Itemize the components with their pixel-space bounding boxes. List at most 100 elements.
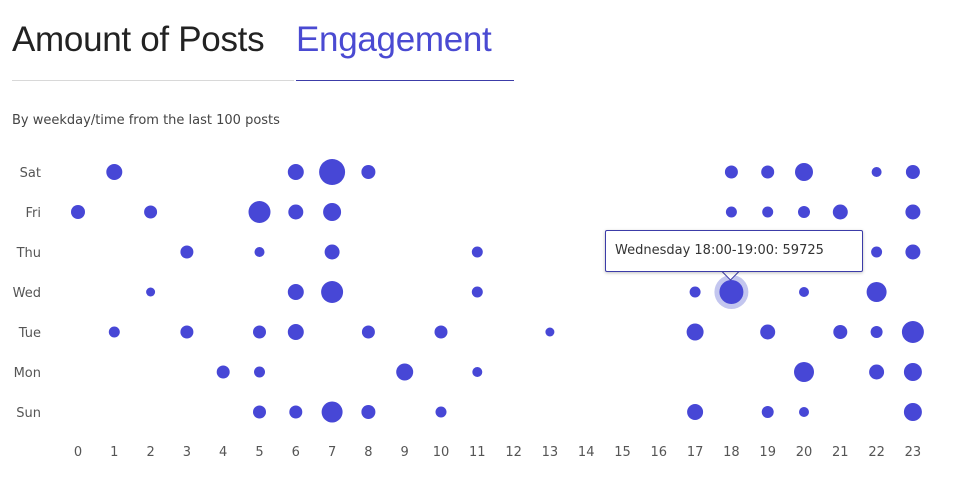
x-tick-label-22: 22 (868, 445, 885, 460)
x-tick-label-8: 8 (364, 445, 372, 460)
data-point-mon-9[interactable] (396, 363, 414, 381)
data-point-tue-23[interactable] (901, 321, 924, 343)
data-point-wed-17[interactable] (689, 286, 701, 298)
data-point-sun-8[interactable] (361, 405, 376, 419)
data-point-thu-3[interactable] (180, 245, 194, 259)
data-point-sun-7[interactable] (321, 401, 343, 423)
x-tick-label-4: 4 (219, 445, 227, 460)
data-point-sun-20[interactable] (799, 407, 809, 417)
data-point-mon-11[interactable] (472, 367, 483, 377)
data-point-tue-13[interactable] (545, 327, 555, 337)
x-tick-label-17: 17 (687, 445, 704, 460)
x-tick-label-21: 21 (832, 445, 849, 460)
data-point-thu-7[interactable] (324, 244, 340, 260)
data-point-sat-7[interactable] (319, 159, 346, 185)
y-tick-label-wed: Wed (13, 286, 41, 301)
x-tick-label-10: 10 (433, 445, 450, 460)
data-point-tue-10[interactable] (434, 325, 448, 339)
data-point-wed-6[interactable] (287, 284, 304, 300)
chart-subtitle: By weekday/time from the last 100 posts (12, 113, 280, 128)
data-point-sat-22[interactable] (871, 167, 882, 177)
data-point-tue-3[interactable] (180, 325, 194, 339)
data-point-sun-23[interactable] (903, 403, 922, 421)
data-point-tue-1[interactable] (108, 326, 120, 338)
data-point-thu-11[interactable] (471, 246, 483, 258)
y-tick-label-mon: Mon (14, 366, 41, 381)
x-tick-label-11: 11 (469, 445, 486, 460)
data-point-mon-22[interactable] (869, 364, 885, 380)
data-point-wed-22[interactable] (866, 282, 887, 302)
data-point-mon-20[interactable] (794, 362, 814, 382)
data-point-wed-20[interactable] (799, 287, 809, 297)
data-point-mon-23[interactable] (903, 363, 922, 381)
tab-engagement[interactable]: Engagement (296, 20, 492, 59)
x-tick-label-23: 23 (905, 445, 922, 460)
data-point-sun-6[interactable] (289, 405, 303, 419)
data-point-tue-5[interactable] (253, 325, 266, 339)
data-point-sun-5[interactable] (253, 405, 266, 419)
data-point-mon-5[interactable] (254, 366, 265, 378)
data-point-fri-19[interactable] (762, 206, 774, 218)
data-point-fri-7[interactable] (323, 203, 342, 221)
data-point-fri-5[interactable] (248, 201, 271, 223)
data-point-tue-6[interactable] (287, 324, 304, 340)
x-tick-label-12: 12 (505, 445, 522, 460)
data-point-sun-17[interactable] (687, 404, 704, 420)
x-tick-label-1: 1 (110, 445, 118, 460)
data-point-wed-18[interactable] (719, 280, 744, 304)
data-point-tue-22[interactable] (870, 326, 883, 338)
data-point-thu-22[interactable] (871, 246, 883, 258)
x-tick-label-9: 9 (401, 445, 409, 460)
tab-underline-inactive (12, 80, 294, 81)
data-point-fri-0[interactable] (71, 205, 85, 219)
x-tick-label-14: 14 (578, 445, 595, 460)
data-point-sat-20[interactable] (795, 163, 813, 181)
x-tick-label-16: 16 (651, 445, 668, 460)
data-point-thu-23[interactable] (905, 244, 921, 260)
y-tick-label-tue: Tue (18, 326, 41, 341)
x-tick-label-13: 13 (542, 445, 559, 460)
data-point-tue-8[interactable] (361, 325, 375, 339)
data-point-sat-18[interactable] (724, 165, 738, 179)
data-point-sun-19[interactable] (761, 406, 774, 418)
data-point-tue-17[interactable] (686, 323, 704, 341)
data-point-wed-7[interactable] (321, 281, 344, 303)
data-point-sat-19[interactable] (761, 165, 775, 179)
data-point-fri-23[interactable] (905, 204, 921, 220)
tab-bar: Amount of Posts Engagement (0, 0, 954, 82)
x-tick-label-0: 0 (74, 445, 82, 460)
y-axis-labels: Sun Mon Tue Wed Thu Fri Sat (13, 166, 41, 421)
data-point-mon-4[interactable] (216, 365, 230, 379)
data-point-tue-19[interactable] (760, 324, 776, 340)
y-tick-label-sat: Sat (20, 166, 41, 181)
data-point-wed-11[interactable] (471, 286, 483, 298)
data-point-tue-21[interactable] (833, 325, 848, 339)
data-point-sun-10[interactable] (435, 406, 447, 418)
tooltip: Wednesday 18:00-19:00: 59725 (605, 230, 863, 272)
data-point-fri-2[interactable] (144, 205, 158, 219)
x-tick-label-18: 18 (723, 445, 740, 460)
x-tick-label-3: 3 (183, 445, 191, 460)
x-tick-label-2: 2 (146, 445, 154, 460)
data-points (71, 159, 924, 423)
data-point-fri-21[interactable] (832, 204, 848, 220)
data-point-sat-1[interactable] (106, 164, 123, 180)
data-point-fri-18[interactable] (725, 206, 737, 218)
data-point-sat-23[interactable] (905, 165, 920, 179)
x-tick-label-6: 6 (292, 445, 300, 460)
x-tick-label-7: 7 (328, 445, 336, 460)
data-point-fri-20[interactable] (798, 206, 810, 218)
data-point-fri-6[interactable] (288, 204, 304, 220)
x-tick-label-5: 5 (255, 445, 263, 460)
data-point-sat-6[interactable] (287, 164, 304, 180)
y-tick-label-fri: Fri (26, 206, 42, 221)
data-point-thu-5[interactable] (254, 247, 265, 257)
data-point-wed-2[interactable] (146, 287, 156, 297)
data-point-sat-8[interactable] (361, 165, 376, 179)
tab-underline-active (296, 80, 514, 81)
y-tick-label-sun: Sun (16, 406, 41, 421)
x-tick-label-20: 20 (796, 445, 813, 460)
x-tick-label-19: 19 (759, 445, 776, 460)
tab-amount-of-posts[interactable]: Amount of Posts (12, 20, 265, 59)
